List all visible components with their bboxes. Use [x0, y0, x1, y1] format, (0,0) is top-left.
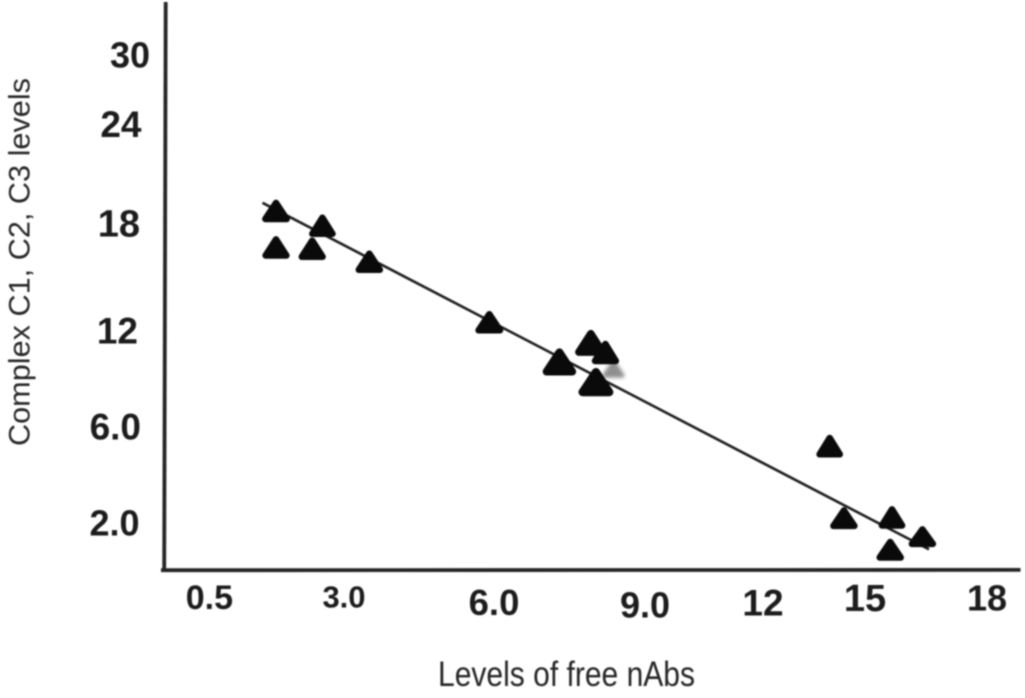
- svg-text:18: 18: [98, 204, 140, 246]
- svg-text:24: 24: [100, 104, 142, 145]
- svg-text:12: 12: [97, 311, 138, 352]
- svg-text:15: 15: [844, 578, 886, 620]
- svg-text:6.0: 6.0: [469, 582, 520, 623]
- svg-text:Complex C1, C2, C3 levels: Complex C1, C2, C3 levels: [4, 78, 37, 446]
- svg-text:12: 12: [742, 583, 783, 624]
- svg-text:6.0: 6.0: [90, 407, 141, 448]
- svg-text:Levels of free nAbs: Levels of free nAbs: [438, 655, 695, 694]
- svg-text:3.0: 3.0: [322, 580, 365, 615]
- svg-text:18: 18: [967, 578, 1007, 619]
- svg-text:2.0: 2.0: [89, 503, 139, 544]
- svg-text:0.5: 0.5: [186, 579, 233, 617]
- svg-text:30: 30: [110, 35, 150, 76]
- svg-text:9.0: 9.0: [620, 585, 670, 626]
